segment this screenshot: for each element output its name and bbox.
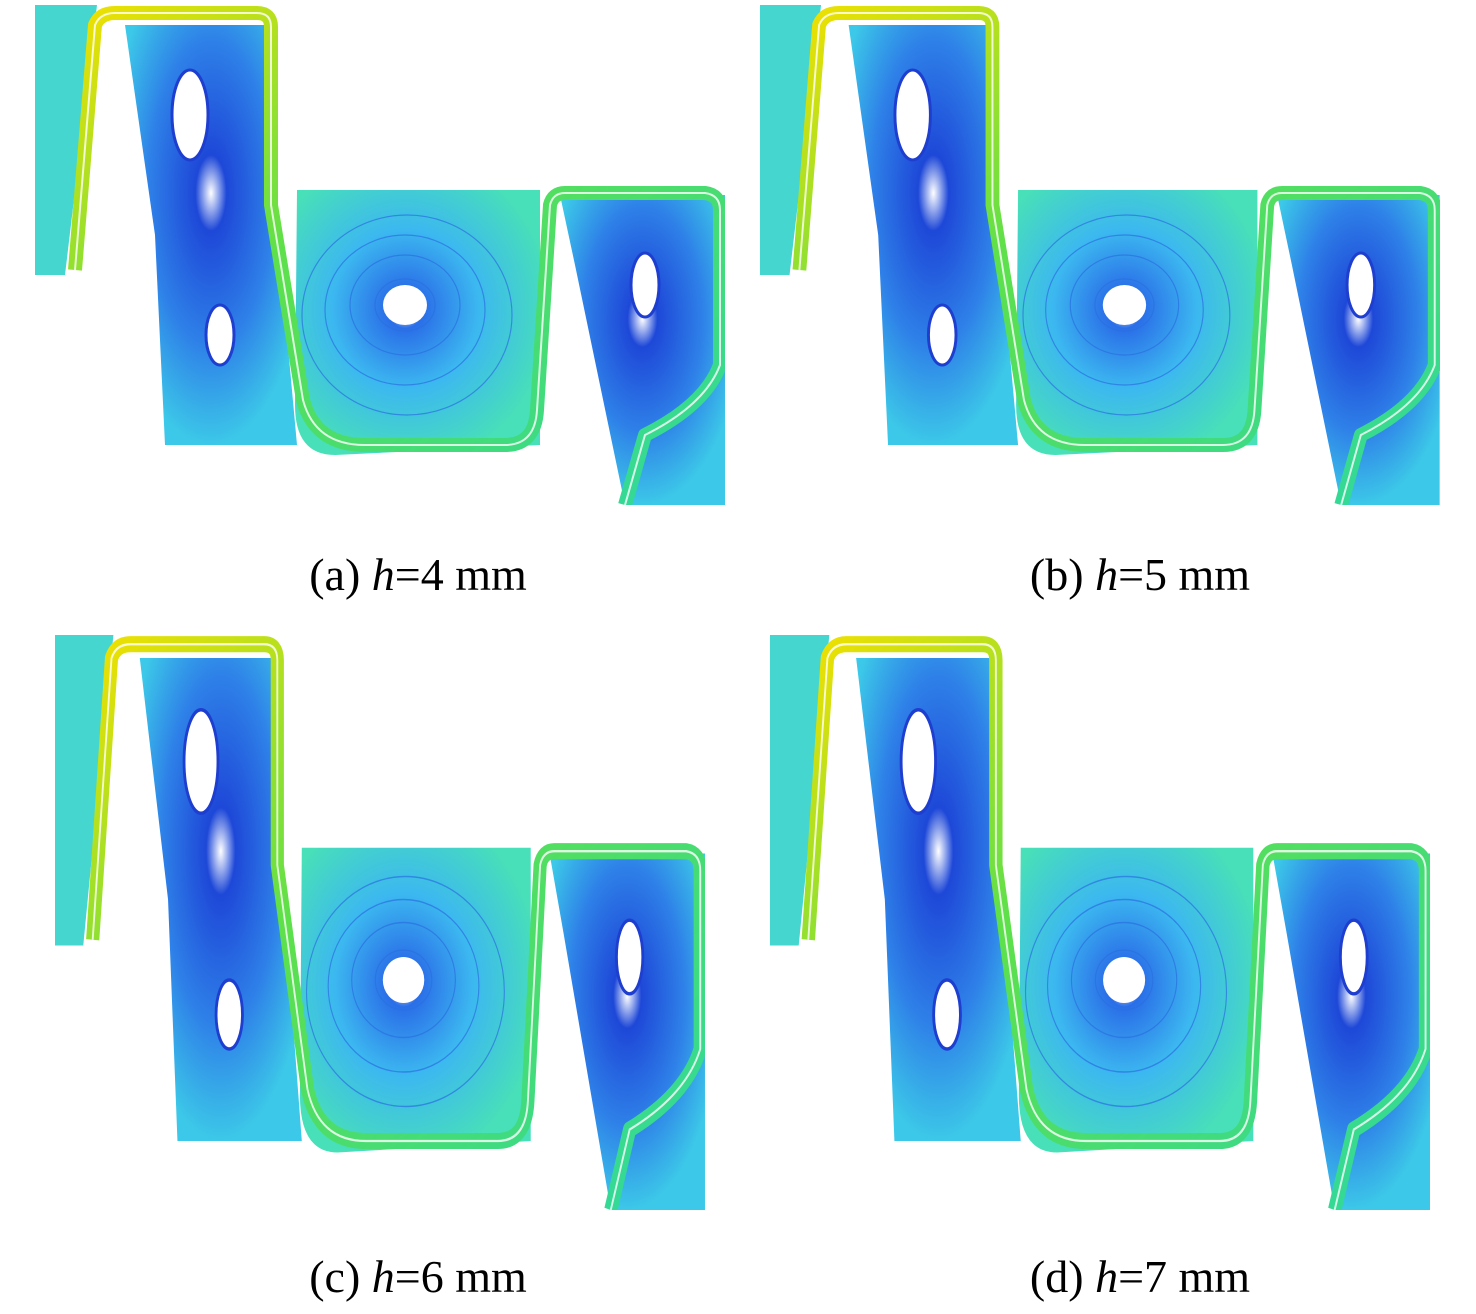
- streamlines: [55, 635, 705, 1210]
- streamline-panel: [760, 5, 1440, 505]
- caption-variable: h: [371, 1251, 395, 1302]
- caption-value: =5 mm: [1118, 549, 1251, 600]
- caption: (c) h=6 mm: [68, 1250, 768, 1303]
- caption-label: (a): [309, 549, 361, 600]
- caption: (d) h=7 mm: [790, 1250, 1476, 1303]
- streamlines: [760, 5, 1440, 505]
- streamlines: [770, 635, 1430, 1210]
- caption: (a) h=4 mm: [68, 548, 768, 601]
- caption-value: =4 mm: [394, 549, 527, 600]
- streamline-panel: [35, 5, 725, 505]
- caption-variable: h: [1095, 549, 1119, 600]
- caption: (b) h=5 mm: [790, 548, 1476, 601]
- caption-variable: h: [1095, 1251, 1119, 1302]
- streamline-panel: [770, 635, 1430, 1210]
- streamline-panel: [55, 635, 705, 1210]
- caption-value: =7 mm: [1118, 1251, 1251, 1302]
- caption-value: =6 mm: [394, 1251, 527, 1302]
- caption-label: (c): [309, 1251, 361, 1302]
- caption-variable: h: [371, 549, 395, 600]
- streamlines: [35, 5, 725, 505]
- caption-label: (b): [1029, 549, 1084, 600]
- caption-label: (d): [1029, 1251, 1084, 1302]
